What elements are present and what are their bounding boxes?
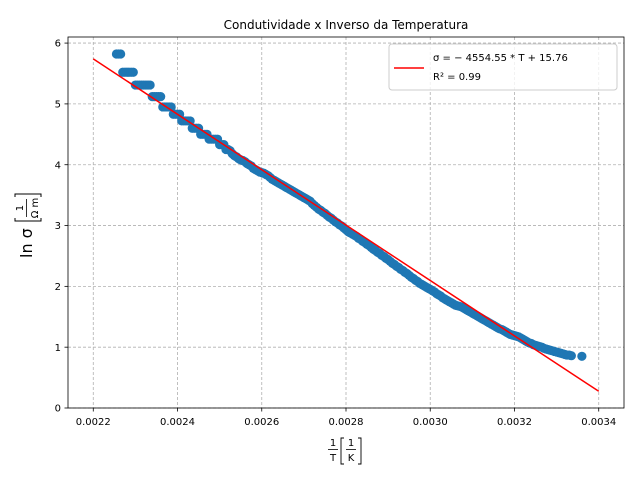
y-tick-label: 0 (55, 404, 61, 415)
y-tick-label: 1 (55, 343, 61, 354)
data-point (577, 351, 587, 361)
fit-line (92, 58, 600, 392)
data-point (128, 67, 138, 77)
x-axis-ticks: 0.0022 0.0024 0.0026 0.0028 0.0030 0.0032 0.00… (76, 408, 616, 428)
legend-fit-label: σ = − 4554.55 * T + 15.76 (433, 53, 568, 64)
data-point (145, 80, 155, 90)
data-point (116, 49, 126, 59)
y-label-prefix: ln σ (17, 228, 36, 258)
data-point (566, 351, 576, 361)
x-label-unit-numerator: 1 (348, 438, 354, 449)
y-tick-label: 6 (55, 39, 61, 50)
data-point (156, 92, 166, 102)
y-axis-label: ln σ 1 Ω m (14, 193, 42, 258)
x-tick-label: 0.0032 (497, 417, 532, 428)
x-label-right-bracket (358, 437, 362, 465)
y-tick-label: 3 (55, 221, 61, 232)
x-tick-label: 0.0024 (160, 417, 195, 428)
x-tick-label: 0.0026 (244, 417, 279, 428)
x-label-fraction-numerator: 1 (330, 438, 336, 449)
x-label-unit-denominator: K (348, 453, 355, 464)
x-tick-label: 0.0030 (413, 417, 448, 428)
x-label-fraction-denominator: T (329, 453, 337, 464)
x-tick-label: 0.0028 (329, 417, 364, 428)
legend-r2-label: R² = 0.99 (433, 72, 481, 83)
y-label-unit-numerator: 1 (15, 205, 26, 211)
x-label-left-bracket (340, 437, 344, 465)
y-label-right-bracket (14, 193, 42, 197)
x-axis-label: 1 T 1 K (328, 437, 362, 465)
chart-title: Condutividade x Inverso da Temperatura (224, 18, 469, 32)
y-tick-label: 5 (55, 100, 61, 111)
legend-box (388, 43, 618, 91)
y-axis-ticks: 0 1 2 3 4 5 6 (55, 39, 68, 415)
y-label-unit-denominator: Ω m (30, 198, 41, 219)
x-tick-label: 0.0022 (76, 417, 111, 428)
y-label-left-bracket (14, 218, 42, 222)
x-tick-label: 0.0034 (581, 417, 616, 428)
legend: σ = − 4554.55 * T + 15.76 R² = 0.99 (388, 43, 618, 91)
y-tick-label: 2 (55, 282, 61, 293)
y-tick-label: 4 (55, 160, 61, 171)
fit-line-group (92, 58, 600, 392)
